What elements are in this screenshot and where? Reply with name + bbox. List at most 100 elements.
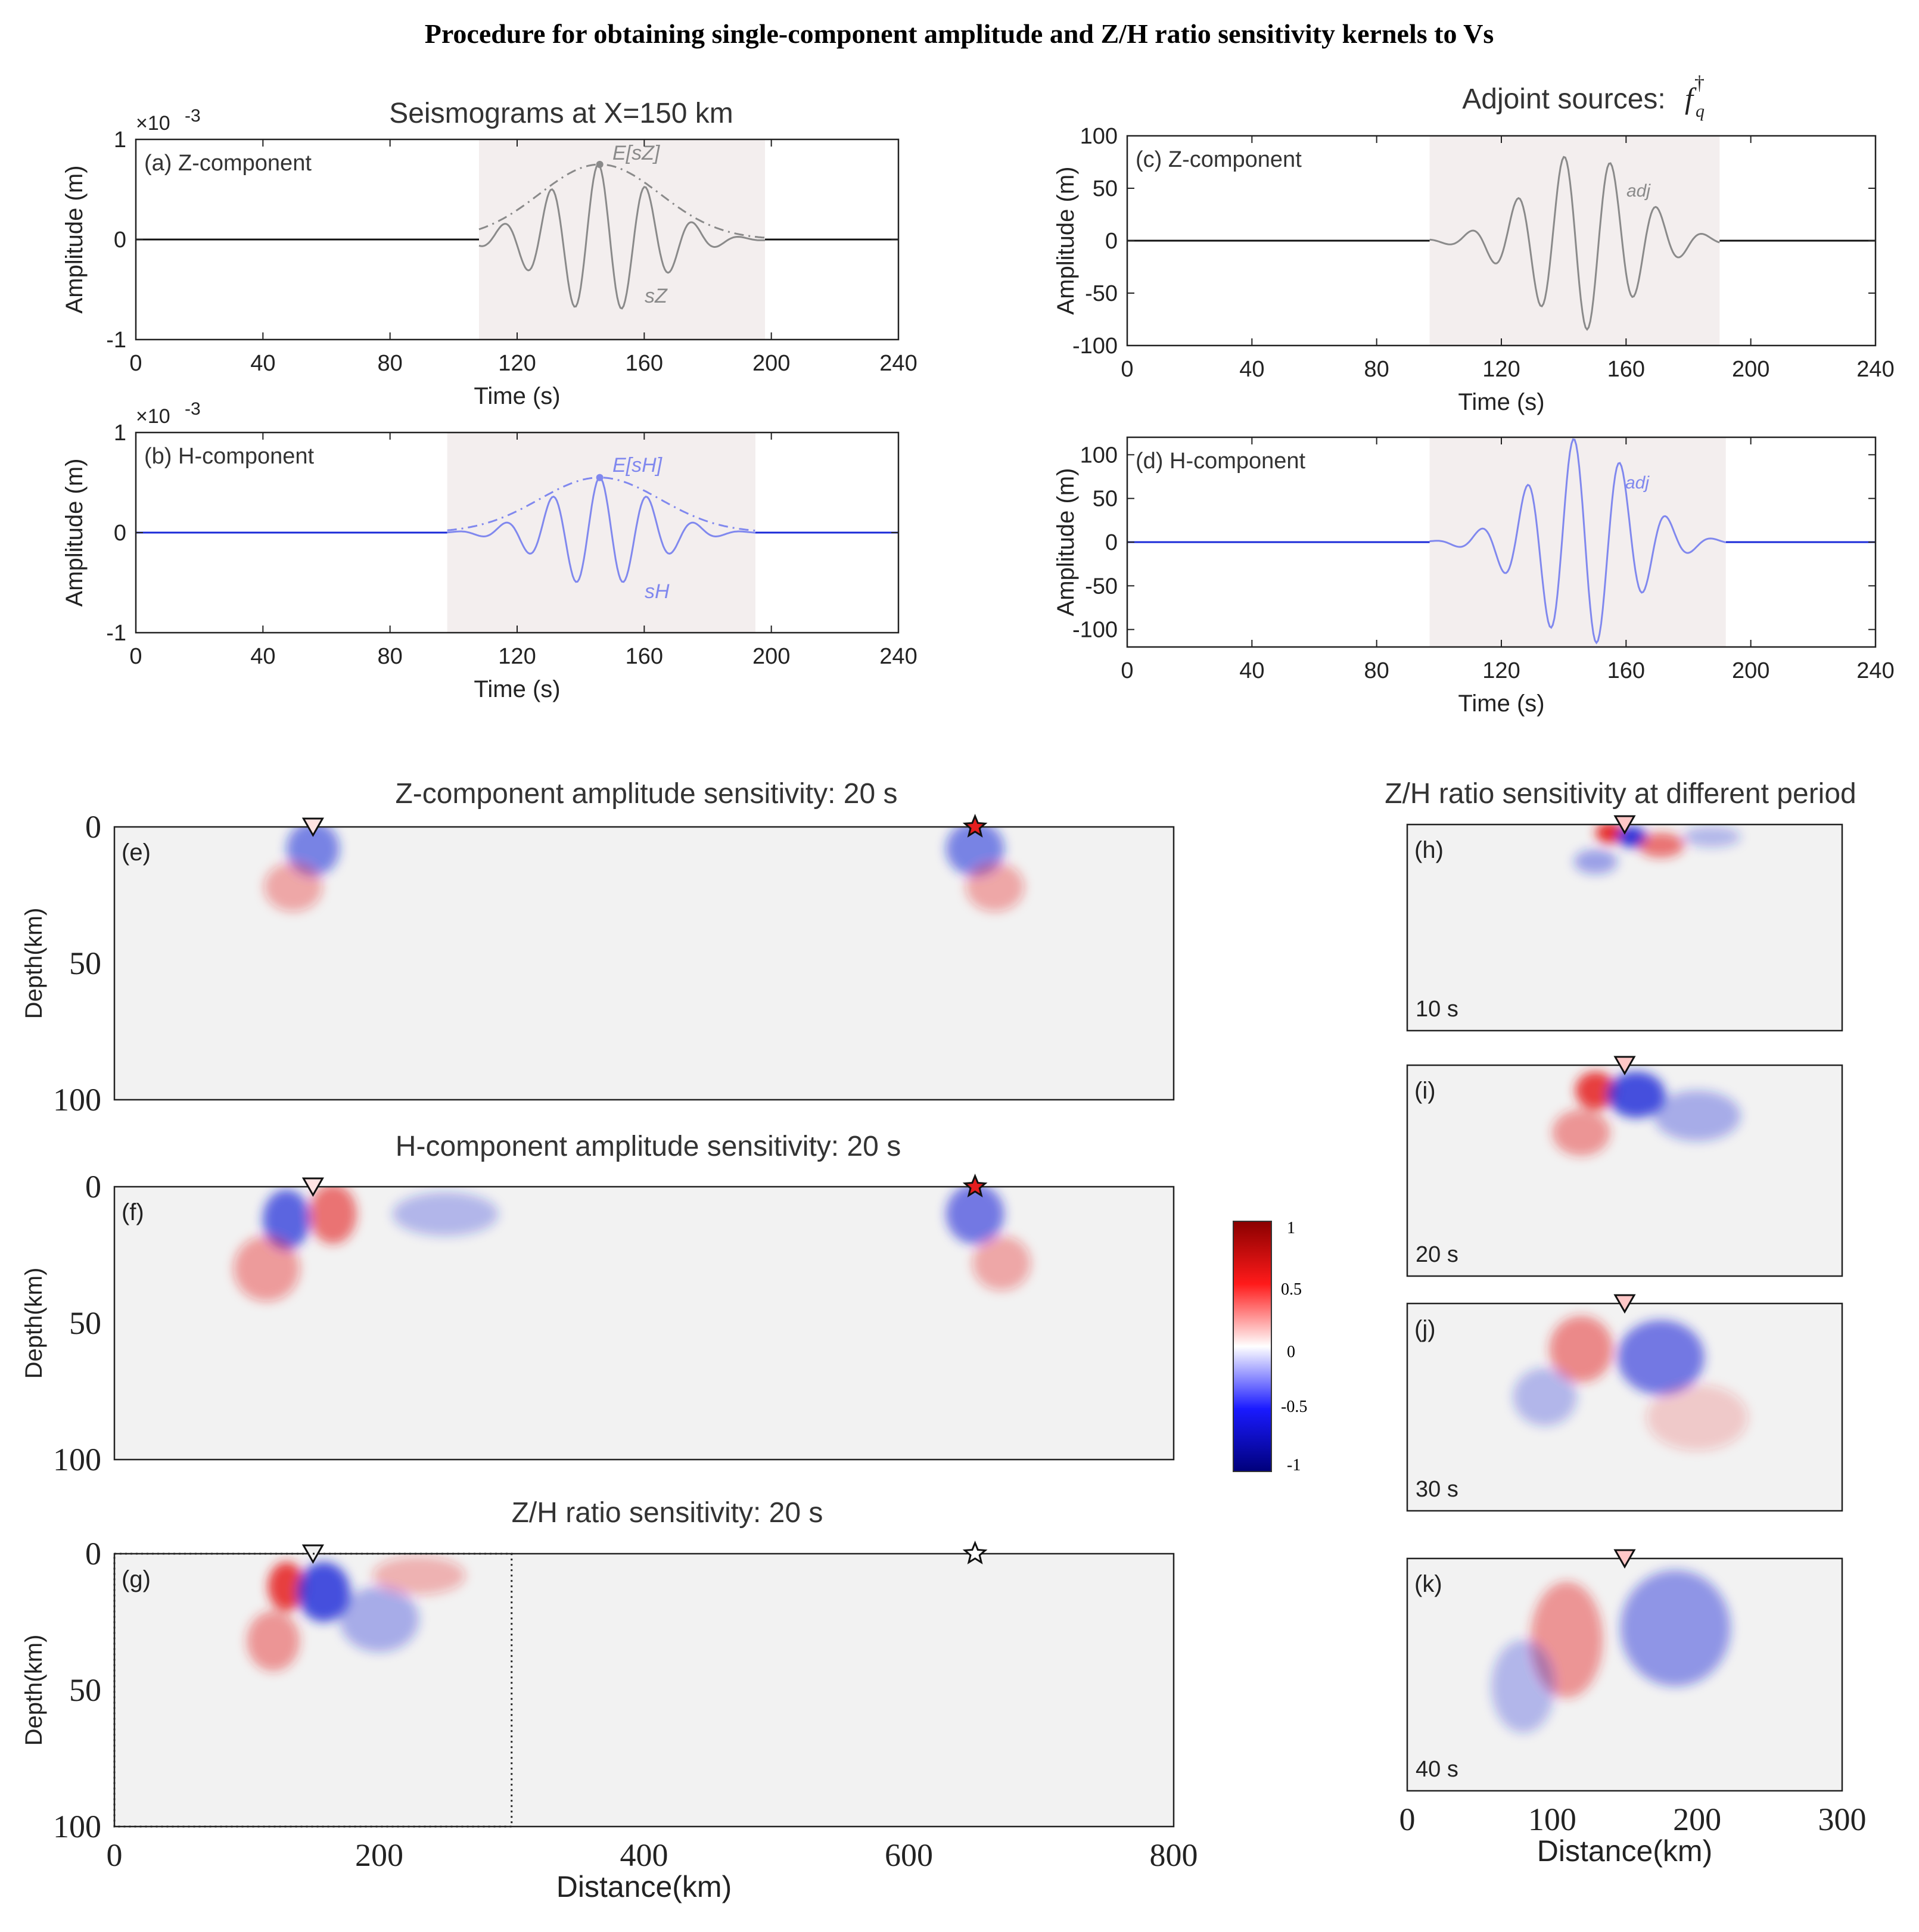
y-axis-label: Amplitude (m) <box>61 459 88 607</box>
x-tick-label: 400 <box>620 1837 668 1873</box>
x-tick-label: 200 <box>355 1837 403 1873</box>
positive-anomaly <box>264 862 322 911</box>
panel-label: (d) H-component <box>1136 449 1306 474</box>
source-star <box>962 1541 988 1564</box>
kernel-f: 0 50 100 Depth(km) (f) <box>21 1169 1175 1477</box>
kernel-f-title: H-component amplitude sensitivity: 20 s <box>396 1131 901 1162</box>
x-tick-label: 200 <box>752 644 790 669</box>
x-tick-label: 160 <box>626 351 663 376</box>
x-tick-label: 120 <box>498 351 536 376</box>
trace-label: sH <box>645 580 670 603</box>
positive-anomaly <box>1552 1109 1610 1156</box>
kernel-anomalies <box>1552 1071 1741 1156</box>
y-tick-label: -50 <box>1085 281 1118 306</box>
x-tick-label: 200 <box>1732 658 1769 683</box>
zh-periods-title: Z/H ratio sensitivity at different perio… <box>1385 778 1856 810</box>
x-tick-label: 160 <box>1607 357 1645 382</box>
x-tick-label: 240 <box>1856 357 1894 382</box>
y-tick-label: 50 <box>69 1305 101 1341</box>
negative-anomaly <box>945 1187 1004 1245</box>
svg-text:†: † <box>1694 72 1705 94</box>
panel-label: (a) Z-component <box>144 151 312 176</box>
main-title: Procedure for obtaining single-component… <box>425 18 1494 49</box>
y-axis-label: Amplitude (m) <box>1053 167 1079 315</box>
panel-label: (c) Z-component <box>1136 147 1302 172</box>
x-tick-label: 200 <box>1732 357 1769 382</box>
y-exponent-power: -3 <box>185 399 201 419</box>
axes-frame <box>113 1553 1175 1828</box>
trace-label: adj <box>1625 473 1650 493</box>
negative-anomaly <box>1491 1639 1556 1733</box>
x-axis-label: Distance(km) <box>1537 1834 1712 1868</box>
negative-anomaly <box>1573 849 1618 875</box>
x-axis-label: Time (s) <box>474 676 560 702</box>
period-label: 30 s <box>1416 1477 1458 1502</box>
negative-anomaly <box>1607 1071 1666 1118</box>
colorbar-tick: -1 <box>1287 1456 1301 1474</box>
x-tick-label: 80 <box>1364 357 1389 382</box>
trace-curve <box>478 163 766 310</box>
colorbar-tick: 0.5 <box>1281 1280 1302 1299</box>
y-axis-label: Depth(km) <box>21 908 47 1019</box>
svg-text:q: q <box>1696 101 1705 121</box>
negative-anomaly <box>339 1586 419 1652</box>
x-tick-label: 40 <box>1239 357 1264 382</box>
negative-anomaly <box>297 1561 350 1622</box>
y-tick-label: 0 <box>1105 530 1118 555</box>
x-tick-label: 40 <box>250 351 275 376</box>
positive-anomaly <box>1549 1315 1613 1383</box>
y-tick-label: 0 <box>114 521 126 546</box>
y-tick-label: 100 <box>53 1442 101 1477</box>
panel-label: (b) H-component <box>144 444 315 469</box>
kernel-anomalies <box>1573 825 1741 875</box>
trace-curve <box>1429 438 1727 645</box>
axes-frame <box>113 1186 1175 1461</box>
time-window-shade <box>1429 136 1720 346</box>
y-tick-label: -1 <box>106 328 126 353</box>
trace-label: adj <box>1626 181 1651 201</box>
x-tick-label: 80 <box>378 644 403 669</box>
y-tick-label: 100 <box>53 1809 101 1844</box>
y-exponent: ×10 <box>136 112 170 135</box>
y-tick-label: 0 <box>114 228 126 253</box>
y-tick-label: 0 <box>85 809 101 845</box>
axes-frame <box>113 826 1175 1101</box>
time-window-shade <box>1429 437 1726 647</box>
colorbar-gradient <box>1233 1221 1272 1472</box>
y-tick-label: 50 <box>69 945 101 981</box>
time-window-shade <box>479 139 765 340</box>
y-tick-label: 100 <box>1080 443 1118 468</box>
positive-anomaly <box>1637 832 1684 858</box>
x-axis-label: Time (s) <box>1458 690 1544 717</box>
negative-anomaly <box>1617 1320 1705 1395</box>
colorbar-tick: 0 <box>1287 1343 1295 1361</box>
x-axis-label: Distance(km) <box>556 1870 732 1903</box>
kernel-anomalies <box>264 827 1024 911</box>
y-tick-label: -50 <box>1085 574 1118 599</box>
x-tick-label: 120 <box>1482 357 1520 382</box>
x-tick-label: 200 <box>752 351 790 376</box>
trace-curve <box>1429 155 1720 331</box>
positive-anomaly <box>309 1187 357 1245</box>
y-tick-label: 1 <box>114 421 126 446</box>
kernel-j: (j) 30 s <box>1406 1294 1843 1512</box>
receiver-triangle <box>1613 815 1636 835</box>
negative-anomaly <box>1620 1570 1731 1687</box>
zoom-region-box <box>113 1553 513 1828</box>
kernel-anomalies <box>234 1187 1031 1302</box>
kernel-background <box>114 827 1174 1100</box>
y-exponent: ×10 <box>136 405 170 428</box>
source-star <box>962 814 988 838</box>
colorbar-tick: 1 <box>1287 1219 1295 1237</box>
receiver-triangle <box>1613 1549 1636 1569</box>
x-tick-label: 40 <box>1239 658 1264 683</box>
panel-label: (h) <box>1414 837 1444 863</box>
envelope-label: E[sZ] <box>612 142 661 164</box>
x-tick-label: 40 <box>250 644 275 669</box>
y-tick-label: 50 <box>1093 487 1118 512</box>
x-tick-label: 160 <box>626 644 663 669</box>
y-tick-label: 0 <box>85 1536 101 1572</box>
x-axis-label: Time (s) <box>1458 389 1544 415</box>
period-label: 20 s <box>1416 1242 1458 1267</box>
kernel-background <box>1407 1303 1842 1511</box>
